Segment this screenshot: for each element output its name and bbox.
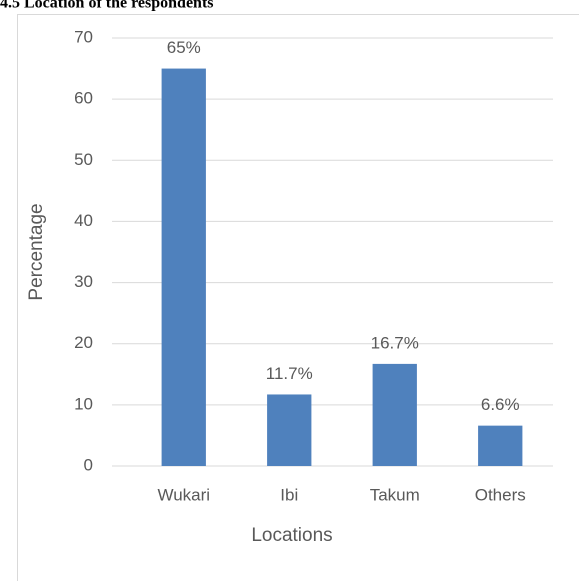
y-tick-label: 0 bbox=[84, 455, 93, 474]
y-tick-label: 60 bbox=[74, 89, 93, 108]
value-label: 16.7% bbox=[371, 333, 419, 352]
value-label: 65% bbox=[167, 38, 201, 57]
x-tick-label: Ibi bbox=[280, 485, 298, 504]
chart-frame bbox=[17, 14, 579, 581]
y-tick-label: 30 bbox=[74, 272, 93, 291]
x-tick-label: Takum bbox=[370, 485, 420, 504]
y-tick-label: 10 bbox=[74, 394, 93, 413]
bar bbox=[267, 394, 312, 466]
bar bbox=[478, 425, 523, 466]
chart-title: 4.5 Location of the respondents bbox=[0, 0, 214, 12]
y-tick-label: 70 bbox=[74, 27, 93, 46]
bar bbox=[161, 68, 206, 467]
bar bbox=[372, 363, 417, 466]
y-tick-label: 50 bbox=[74, 150, 93, 169]
y-tick-label: 20 bbox=[74, 333, 93, 352]
x-tick-label: Others bbox=[475, 485, 526, 504]
x-tick-label: Wukari bbox=[157, 485, 210, 504]
x-axis-title: Locations bbox=[251, 525, 332, 546]
y-tick-label: 40 bbox=[74, 211, 93, 230]
value-label: 6.6% bbox=[481, 395, 520, 414]
y-axis-title: Percentage bbox=[26, 203, 47, 300]
value-label: 11.7% bbox=[266, 364, 313, 383]
